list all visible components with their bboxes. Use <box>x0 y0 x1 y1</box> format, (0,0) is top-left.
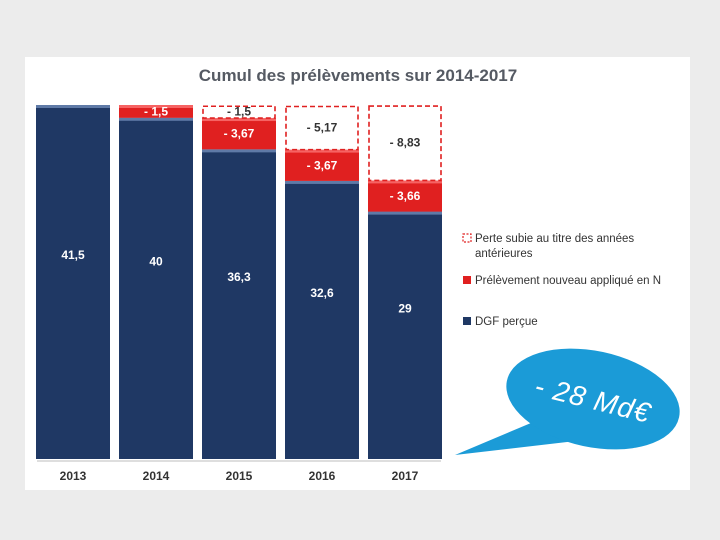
bar-dgf-2013 <box>36 105 110 459</box>
chart-panel: Cumul des prélèvements sur 2014-2017 41,… <box>25 57 690 490</box>
legend-swatch-dgf <box>463 317 471 325</box>
label-new-2014: - 1,5 <box>144 104 168 118</box>
callout-bubble: - 28 Md€ <box>455 348 680 455</box>
label-loss-2016: - 5,17 <box>307 121 338 135</box>
legend-text-dgf-0: DGF perçue <box>475 316 538 328</box>
label-dgf-2014: 40 <box>149 254 163 268</box>
bar-dgf-bevel-2017 <box>368 211 442 215</box>
bar-loss-2015 <box>202 105 276 119</box>
label-new-2017: - 3,66 <box>390 189 421 203</box>
bar-new-bevel-2017 <box>368 180 442 184</box>
bar-new-2014 <box>119 105 193 118</box>
label-new-2015: - 3,67 <box>224 127 255 141</box>
bar-new-bevel-2014 <box>119 105 193 108</box>
bar-new-2017 <box>368 180 442 212</box>
bar-new-2016 <box>285 149 359 181</box>
bar-new-bevel-2016 <box>285 149 359 153</box>
bar-dgf-2014 <box>119 117 193 460</box>
label-dgf-2013: 41,5 <box>61 248 85 262</box>
bar-new-bevel-2015 <box>202 118 276 122</box>
bar-dgf-2017 <box>368 211 442 459</box>
bar-new-2015 <box>202 118 276 150</box>
x-tick-2016: 2016 <box>309 469 336 483</box>
bar-loss-2017 <box>368 105 442 182</box>
label-loss-2015: - 1,5 <box>227 105 251 119</box>
legend-swatch-new <box>463 276 471 284</box>
bars-group: 41,5 40 - 1,5 36,3 - 3,67 - 1,5 32,6 - 3,67 - 5,… <box>36 104 442 460</box>
label-dgf-2015: 36,3 <box>227 270 251 284</box>
label-loss-2017: - 8,83 <box>390 136 421 150</box>
x-tick-2014: 2014 <box>143 469 170 483</box>
bubble-body <box>506 348 680 450</box>
chart-title: Cumul des prélèvements sur 2014-2017 <box>199 66 517 85</box>
bar-loss-2016 <box>285 105 359 151</box>
bar-dgf-bevel-2013 <box>36 105 110 108</box>
legend-text-loss-1: antérieures <box>475 248 533 260</box>
bar-dgf-bevel-2014 <box>119 117 193 121</box>
legend-swatch-loss <box>462 233 472 243</box>
bar-dgf-2016 <box>285 180 359 459</box>
x-tick-2015: 2015 <box>226 469 253 483</box>
legend-text-loss-0: Perte subie au titre des années <box>475 233 634 245</box>
stacked-bar-chart: Cumul des prélèvements sur 2014-2017 41,… <box>36 66 680 483</box>
label-dgf-2017: 29 <box>398 301 412 315</box>
bar-dgf-2015 <box>202 149 276 459</box>
legend: Perte subie au titre des années antérieur… <box>462 233 661 328</box>
legend-text-new-0: Prélèvement nouveau appliqué en N <box>475 275 661 287</box>
x-axis-labels: 2013 2014 2015 2016 2017 <box>60 469 419 483</box>
bar-dgf-bevel-2015 <box>202 149 276 153</box>
label-new-2016: - 3,67 <box>307 158 338 172</box>
label-dgf-2016: 32,6 <box>310 286 334 300</box>
bar-dgf-bevel-2016 <box>285 180 359 184</box>
x-tick-2017: 2017 <box>392 469 419 483</box>
x-tick-2013: 2013 <box>60 469 87 483</box>
